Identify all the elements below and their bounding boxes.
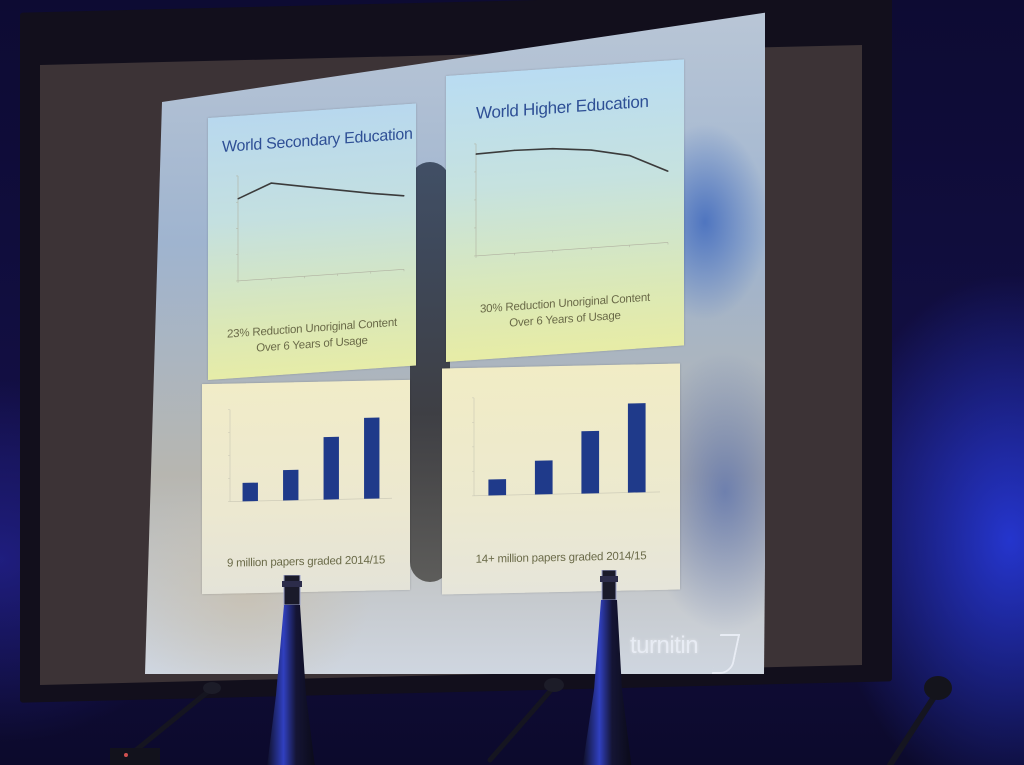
bar (283, 469, 299, 501)
data-point (270, 182, 272, 184)
bar (488, 479, 507, 496)
panel-higher-education: World Higher Education 30% Reduction Uno… (446, 59, 684, 362)
data-point (552, 148, 554, 150)
bar (581, 430, 600, 494)
panel-caption: 30% Reduction Unoriginal Content Over 6 … (446, 287, 684, 336)
data-point (237, 198, 239, 200)
panel-secondary-education: World Secondary Education 23% Reduction … (208, 103, 416, 380)
data-point (590, 149, 592, 151)
bar (534, 460, 553, 495)
microphone-center (487, 678, 564, 763)
turnitin-logo: turnitin (630, 632, 699, 659)
higher-papers-bar-chart (472, 397, 660, 497)
data-point (629, 154, 631, 157)
data-point (303, 185, 306, 188)
data-point (475, 153, 477, 155)
x-axis (476, 242, 668, 257)
bar (627, 403, 646, 493)
data-point (337, 189, 339, 191)
data-point (370, 192, 372, 194)
data-point (667, 170, 669, 172)
data-point (513, 149, 516, 151)
panel-secondary-papers: 9 million papers graded 2014/15 (202, 379, 410, 595)
panel-caption: 14+ million papers graded 2014/15 (475, 550, 647, 566)
series-line (237, 182, 405, 200)
water-bottle-left (267, 575, 315, 765)
bar (364, 417, 380, 499)
microphone-right (887, 676, 952, 765)
secondary-education-line-chart (236, 175, 405, 283)
secondary-papers-bar-chart (228, 409, 392, 502)
panel-higher-papers: 14+ million papers graded 2014/15 (442, 363, 680, 595)
panel-caption: 9 million papers graded 2014/15 (226, 554, 386, 570)
microphone-left (110, 682, 221, 765)
series-line (475, 147, 669, 172)
bar (323, 436, 339, 500)
higher-education-line-chart (474, 143, 669, 258)
data-point (403, 195, 405, 197)
x-axis (238, 268, 404, 282)
bar (242, 482, 258, 502)
water-bottle-right (582, 570, 632, 765)
